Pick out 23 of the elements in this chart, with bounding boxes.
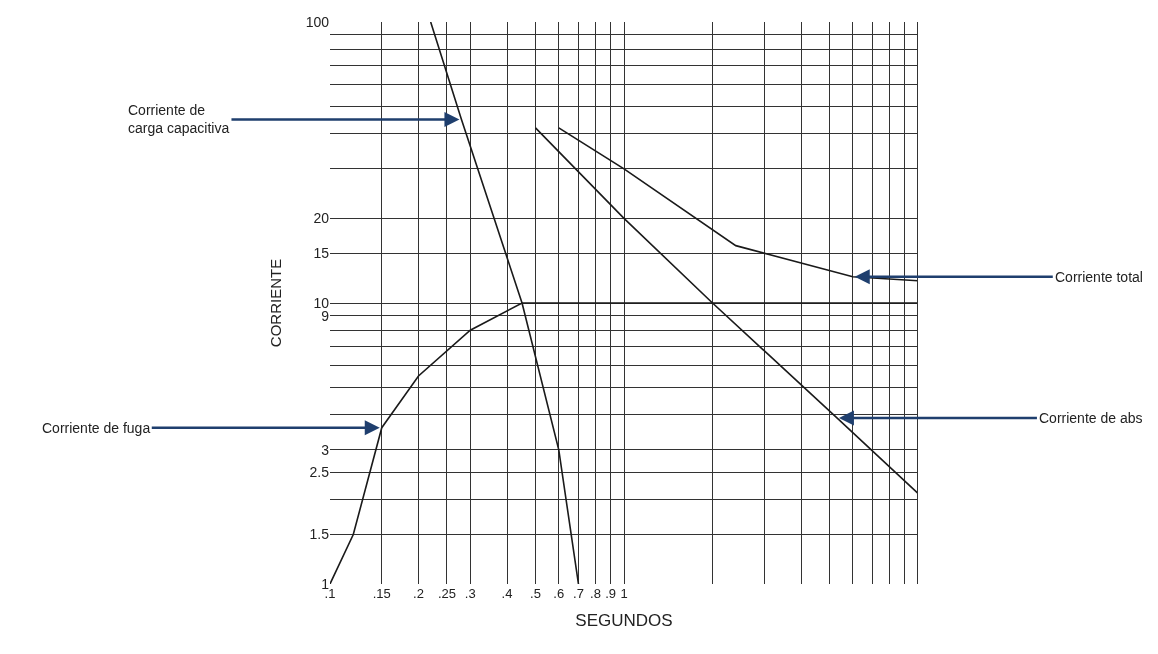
annotation: Corriente de abs — [1039, 410, 1143, 426]
annotation: Corriente de fuga — [42, 420, 151, 436]
y-tick-label: 1.5 — [309, 526, 330, 543]
x-tick-label: .15 — [372, 586, 391, 601]
x-tick-label: .2 — [413, 586, 424, 601]
y-axis-title: CORRIENTE — [266, 258, 284, 348]
y-tick-label: 15 — [313, 245, 330, 262]
y-tick-label: 3 — [321, 441, 330, 458]
y-tick-label: 100 — [305, 13, 330, 30]
x-tick-label: .3 — [464, 586, 476, 601]
x-tick-label: .6 — [553, 586, 565, 601]
x-tick-label: 1 — [620, 586, 628, 601]
x-tick-label: .8 — [590, 586, 601, 601]
annotation: Corriente de carga capacitiva — [128, 102, 230, 137]
x-tick-label: .9 — [605, 586, 616, 601]
x-tick-label: .25 — [437, 586, 457, 601]
y-tick-label: 2.5 — [309, 464, 330, 481]
x-tick-label: .4 — [501, 586, 513, 601]
x-tick-label: .5 — [530, 586, 541, 601]
y-tick-label: 20 — [313, 210, 330, 227]
annotation: Corriente total — [1055, 269, 1143, 285]
x-axis-title: SEGUNDOS — [575, 611, 673, 631]
x-tick-label: .7 — [573, 586, 584, 601]
